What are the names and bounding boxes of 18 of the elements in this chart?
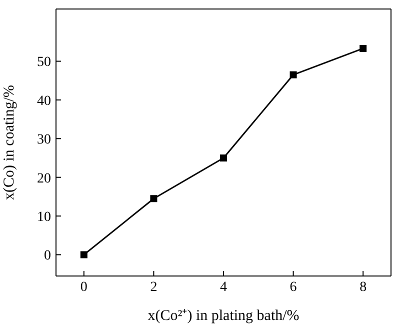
x-tick-label: 6 xyxy=(290,280,297,295)
y-tick-label: 20 xyxy=(37,171,51,186)
y-axis-title: x(Co) in coating/% xyxy=(1,85,18,200)
x-tick-label: 2 xyxy=(150,280,158,295)
y-tick-label: 10 xyxy=(37,210,51,225)
x-tick-label: 8 xyxy=(360,280,367,295)
point xyxy=(360,44,367,52)
x-axis-title: x(Co²⁺) in plating bath/% xyxy=(148,308,300,324)
y-tick-label: 40 xyxy=(37,94,51,109)
x-tick-label: 4 xyxy=(220,280,227,295)
point xyxy=(290,71,297,78)
y-tick-label: 0 xyxy=(44,248,51,264)
point xyxy=(220,154,227,162)
y-tick-label: 30 xyxy=(37,132,51,148)
point xyxy=(150,195,158,202)
point xyxy=(80,251,88,258)
x-tick-label: 0 xyxy=(80,280,88,295)
y-tick-label: 50 xyxy=(37,55,51,70)
